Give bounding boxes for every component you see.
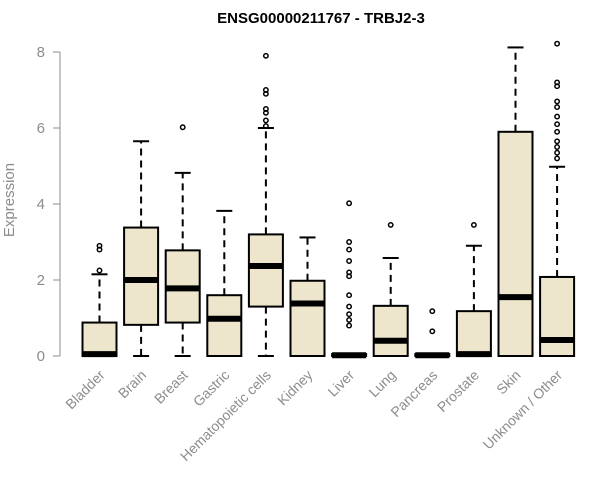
box-lung bbox=[372, 221, 409, 357]
outlier-point bbox=[346, 258, 353, 264]
outlier-point bbox=[554, 149, 561, 156]
box-brain bbox=[123, 140, 160, 357]
box-iqr bbox=[247, 233, 284, 308]
x-tick-label: Kidney bbox=[274, 367, 316, 409]
box-pancreas bbox=[414, 308, 451, 359]
outlier-point bbox=[554, 98, 561, 105]
box-iqr bbox=[123, 226, 160, 326]
box-iqr bbox=[497, 130, 534, 357]
box-kidney bbox=[289, 236, 326, 358]
outlier-point bbox=[346, 292, 353, 299]
outlier-point bbox=[346, 200, 353, 207]
box-iqr bbox=[289, 279, 326, 358]
outlier-point bbox=[96, 242, 103, 249]
outlier-point bbox=[346, 246, 353, 253]
box-unknown-other bbox=[539, 40, 576, 357]
x-tick-label: Breast bbox=[151, 367, 191, 407]
outlier-point bbox=[470, 221, 477, 228]
box-skin bbox=[497, 46, 534, 357]
chart-title: ENSG00000211767 - TRBJ2-3 bbox=[217, 10, 425, 27]
outlier-point bbox=[262, 52, 269, 59]
boxes-layer bbox=[81, 40, 576, 359]
box-iqr bbox=[372, 304, 409, 357]
y-axis-label: Expression bbox=[1, 163, 18, 237]
x-tick-label: Lung bbox=[365, 367, 398, 400]
y-axis: 0 2 4 6 8 bbox=[37, 44, 61, 365]
x-tick-label: Prostate bbox=[434, 367, 482, 415]
outlier-point bbox=[262, 123, 269, 130]
x-tick-label: Skin bbox=[493, 367, 524, 398]
outlier-point bbox=[554, 113, 561, 120]
outlier-point bbox=[554, 40, 561, 47]
outlier-point bbox=[179, 124, 186, 131]
outlier-point bbox=[554, 79, 561, 86]
outlier-point bbox=[554, 155, 561, 162]
x-tick-label: Liver bbox=[324, 367, 357, 400]
outlier-point bbox=[429, 308, 436, 315]
y-tick-label: 8 bbox=[37, 44, 45, 61]
outlier-point bbox=[262, 117, 269, 124]
box-iqr bbox=[206, 294, 243, 358]
outlier-point bbox=[387, 221, 394, 228]
outlier-point bbox=[346, 239, 353, 245]
outlier-point bbox=[554, 128, 561, 135]
outlier-point bbox=[554, 138, 561, 145]
outlier-point bbox=[554, 144, 561, 150]
outlier-point bbox=[346, 269, 353, 276]
box-bladder bbox=[81, 242, 118, 358]
box-breast bbox=[164, 124, 201, 357]
x-tick-label: Unknown / Other bbox=[480, 367, 566, 453]
outlier-point bbox=[262, 87, 269, 93]
box-prostate bbox=[455, 221, 492, 358]
box-iqr bbox=[539, 275, 576, 357]
outlier-point bbox=[429, 328, 436, 335]
x-tick-label: Brain bbox=[115, 367, 149, 401]
outlier-point bbox=[346, 322, 353, 329]
box-hematopoietic-cells bbox=[247, 52, 284, 357]
y-tick-label: 2 bbox=[37, 272, 45, 289]
box-liver bbox=[331, 200, 368, 359]
box-gastric bbox=[206, 209, 243, 358]
outlier-point bbox=[262, 106, 269, 112]
outlier-point bbox=[346, 303, 353, 310]
y-tick-label: 6 bbox=[37, 120, 45, 137]
x-tick-label: Bladder bbox=[62, 367, 108, 413]
outlier-point bbox=[554, 104, 561, 111]
outlier-point bbox=[346, 311, 353, 318]
y-tick-label: 4 bbox=[37, 196, 45, 213]
outlier-point bbox=[346, 316, 353, 323]
y-tick-label: 0 bbox=[37, 348, 45, 365]
box-iqr bbox=[455, 310, 492, 358]
box-iqr bbox=[81, 321, 118, 357]
outlier-point bbox=[96, 267, 103, 274]
outlier-point bbox=[554, 121, 561, 128]
